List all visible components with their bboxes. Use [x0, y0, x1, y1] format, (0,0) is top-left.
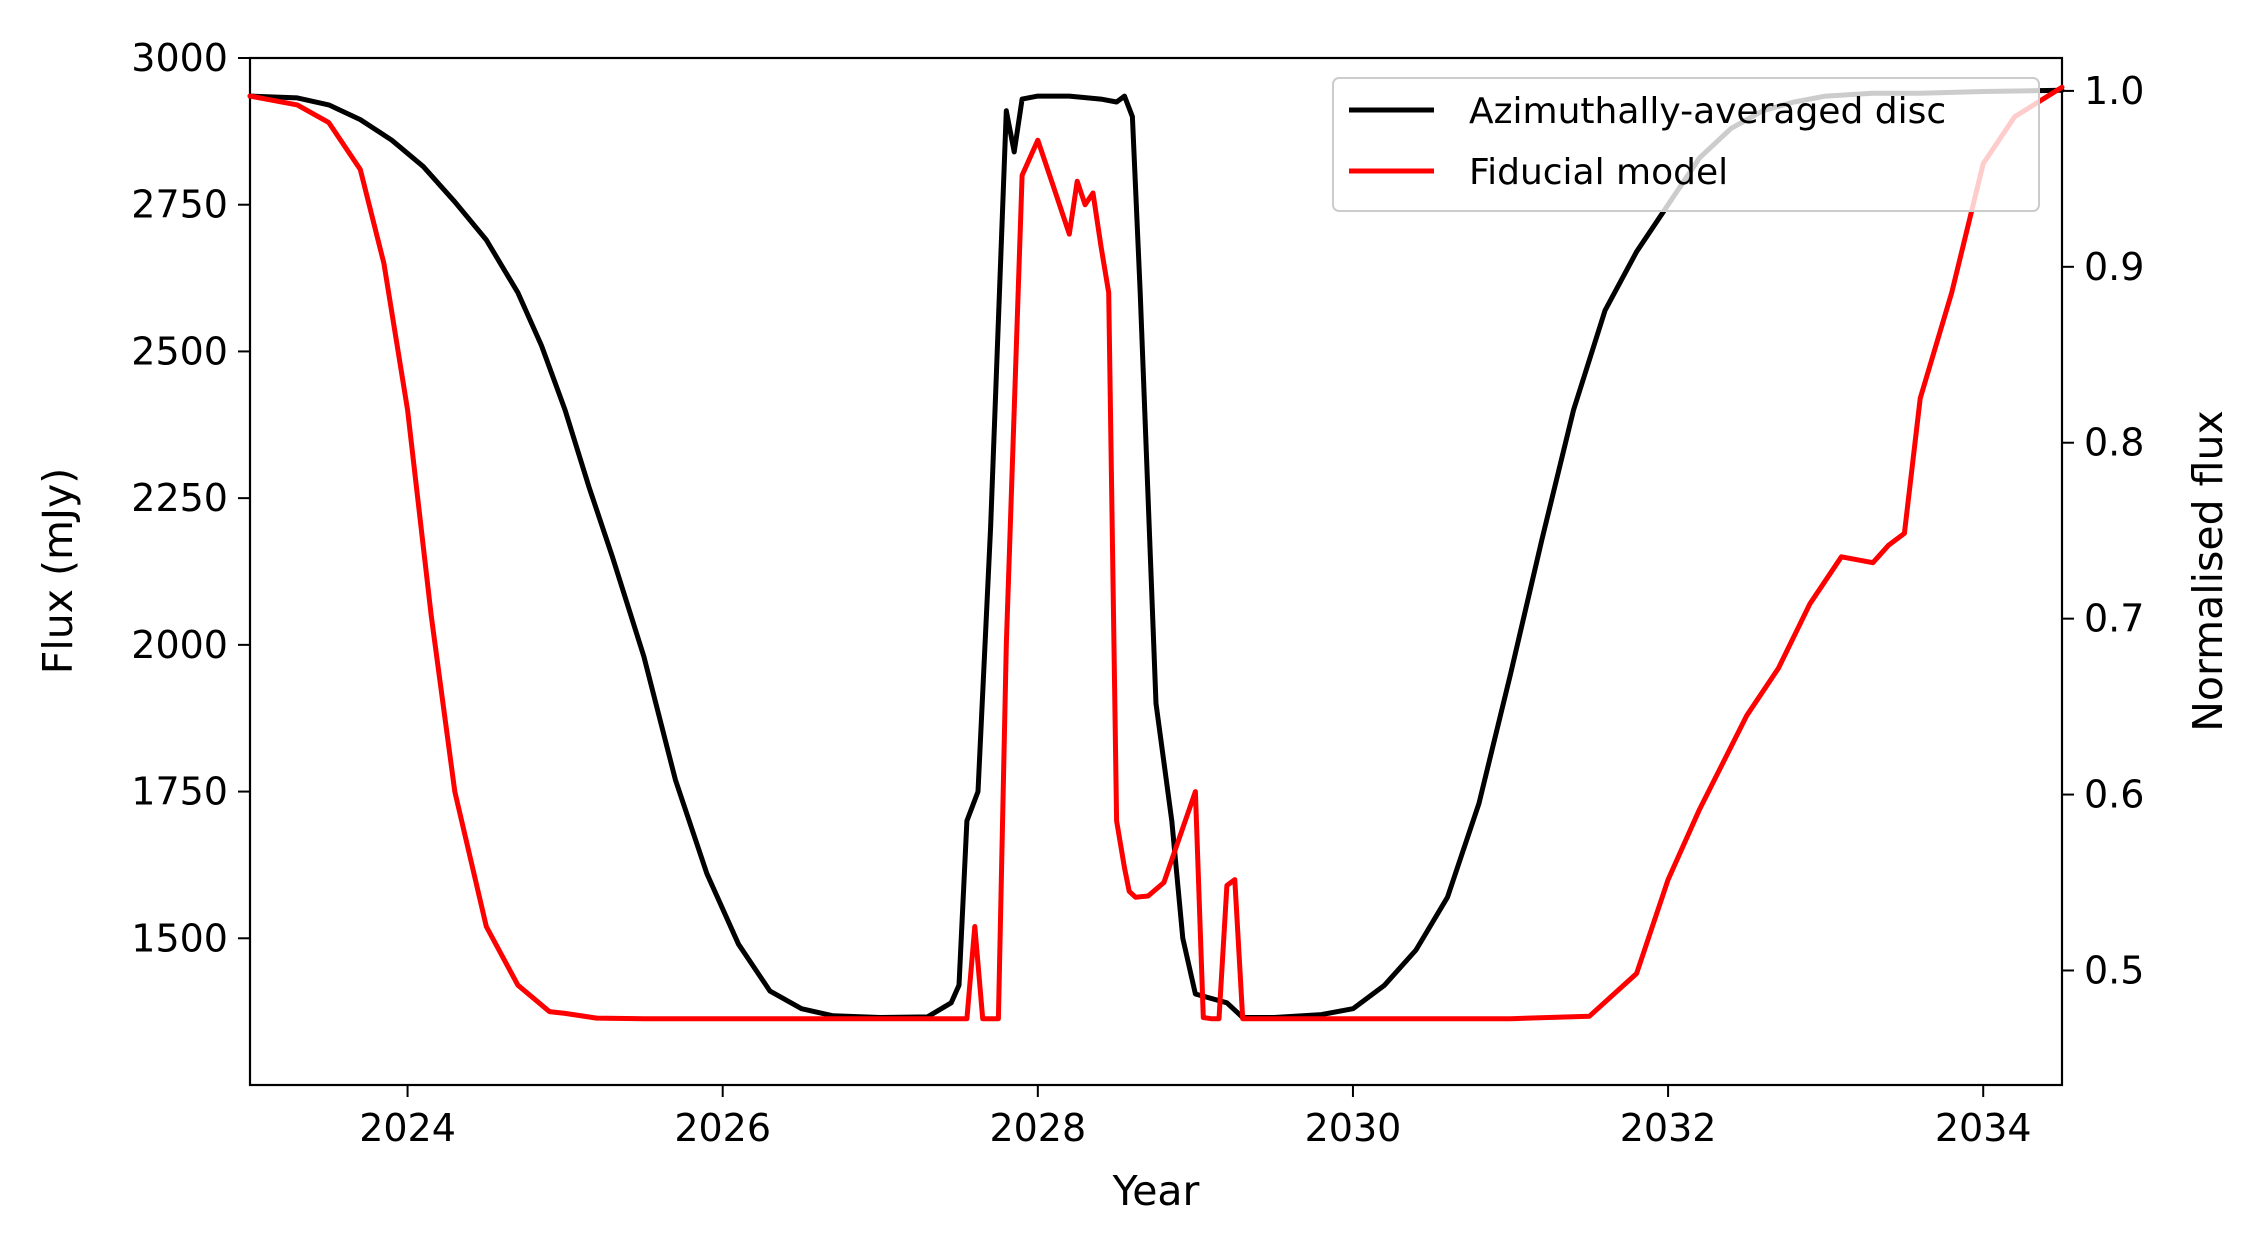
y2-tick-label: 1.0: [2084, 69, 2144, 113]
x-tick-label: 2024: [359, 1106, 456, 1150]
y-axis-label: Flux (mJy): [34, 468, 82, 675]
y2-tick-label: 0.7: [2084, 597, 2144, 641]
series-line-azimuthally-averaged-disc: [247, 87, 2065, 1020]
y2-tick-label: 0.8: [2084, 421, 2144, 465]
y2-tick-label: 0.9: [2084, 245, 2144, 289]
x-tick-label: 2032: [1620, 1106, 1717, 1150]
y-tick-label: 2250: [131, 476, 228, 520]
y2-tick-label: 0.5: [2084, 948, 2144, 992]
y2-axis-label: Normalised flux: [2184, 410, 2232, 731]
y-tick-label: 2750: [131, 183, 228, 227]
plot-area-frame: [248, 56, 2064, 1087]
legend-box: [1332, 77, 2040, 212]
y2-tick-label: 0.6: [2084, 773, 2144, 817]
series-group: [247, 84, 2065, 1022]
x-tick-label: 2034: [1935, 1106, 2032, 1150]
x-tick-label: 2030: [1305, 1106, 1402, 1150]
x-tick-label: 2028: [989, 1106, 1086, 1150]
legend: Azimuthally-averaged disc Fiducial model: [1332, 77, 2040, 212]
series-line-fiducial-model: [247, 84, 2065, 1022]
y-tick-label: 3000: [131, 36, 228, 80]
tick-group: 2024 2026 2028 2030 2032 2034 1500 1750 2000 2250…: [131, 36, 2144, 1150]
x-tick-label: 2026: [674, 1106, 771, 1150]
y-tick-label: 2500: [131, 329, 228, 373]
y-tick-label: 1750: [131, 770, 228, 814]
legend-label-fiducial-model: Fiducial model: [1469, 152, 1728, 193]
x-axis-label: Year: [1112, 1167, 1200, 1215]
y-tick-label: 2000: [131, 623, 228, 667]
y-tick-label: 1500: [131, 916, 228, 960]
legend-label-azimuthally-averaged-disc: Azimuthally-averaged disc: [1469, 91, 1946, 132]
